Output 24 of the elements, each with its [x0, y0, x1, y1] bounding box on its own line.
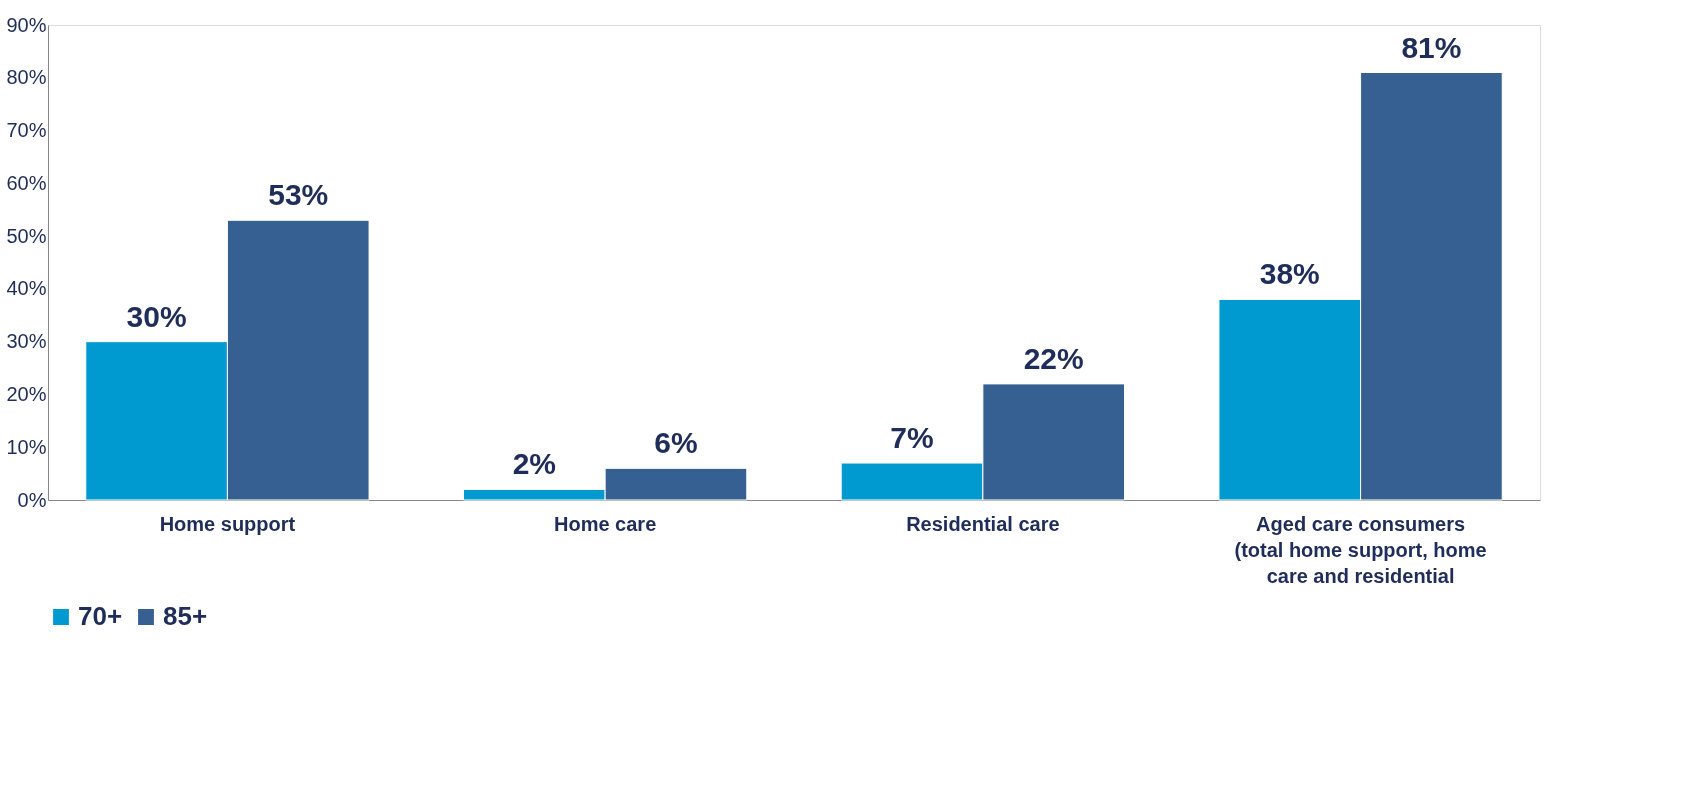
- legend-label: 70+: [78, 601, 123, 631]
- x-tick-label: Aged care consumers (total home support, home care and residential: [1234, 512, 1487, 587]
- y-tick-label: 70%: [6, 119, 47, 142]
- y-tick-label: 20%: [6, 382, 47, 405]
- y-tick-label: 10%: [6, 435, 47, 458]
- y-tick-label: 0%: [17, 488, 47, 511]
- data-label: 6%: [654, 426, 698, 460]
- y-tick-label: 40%: [6, 277, 47, 300]
- y-tick-label: 50%: [6, 224, 47, 247]
- data-label: 7%: [890, 421, 934, 455]
- data-label: 53%: [268, 178, 329, 212]
- x-tick-label: Home support: [159, 512, 296, 535]
- data-label: 22%: [1023, 341, 1084, 375]
- data-label: 2%: [512, 447, 556, 481]
- y-tick-label: 60%: [6, 171, 47, 194]
- legend-label: 85+: [163, 601, 208, 631]
- y-tick-label: 80%: [6, 66, 47, 89]
- data-label: 30%: [126, 299, 187, 333]
- x-tick-label: Residential care: [906, 512, 1060, 535]
- y-tick-label: 30%: [6, 330, 47, 353]
- data-label: 81%: [1401, 30, 1462, 64]
- data-label: 38%: [1259, 257, 1320, 291]
- x-tick-label: Home care: [554, 512, 657, 535]
- y-tick-label: 90%: [6, 13, 47, 36]
